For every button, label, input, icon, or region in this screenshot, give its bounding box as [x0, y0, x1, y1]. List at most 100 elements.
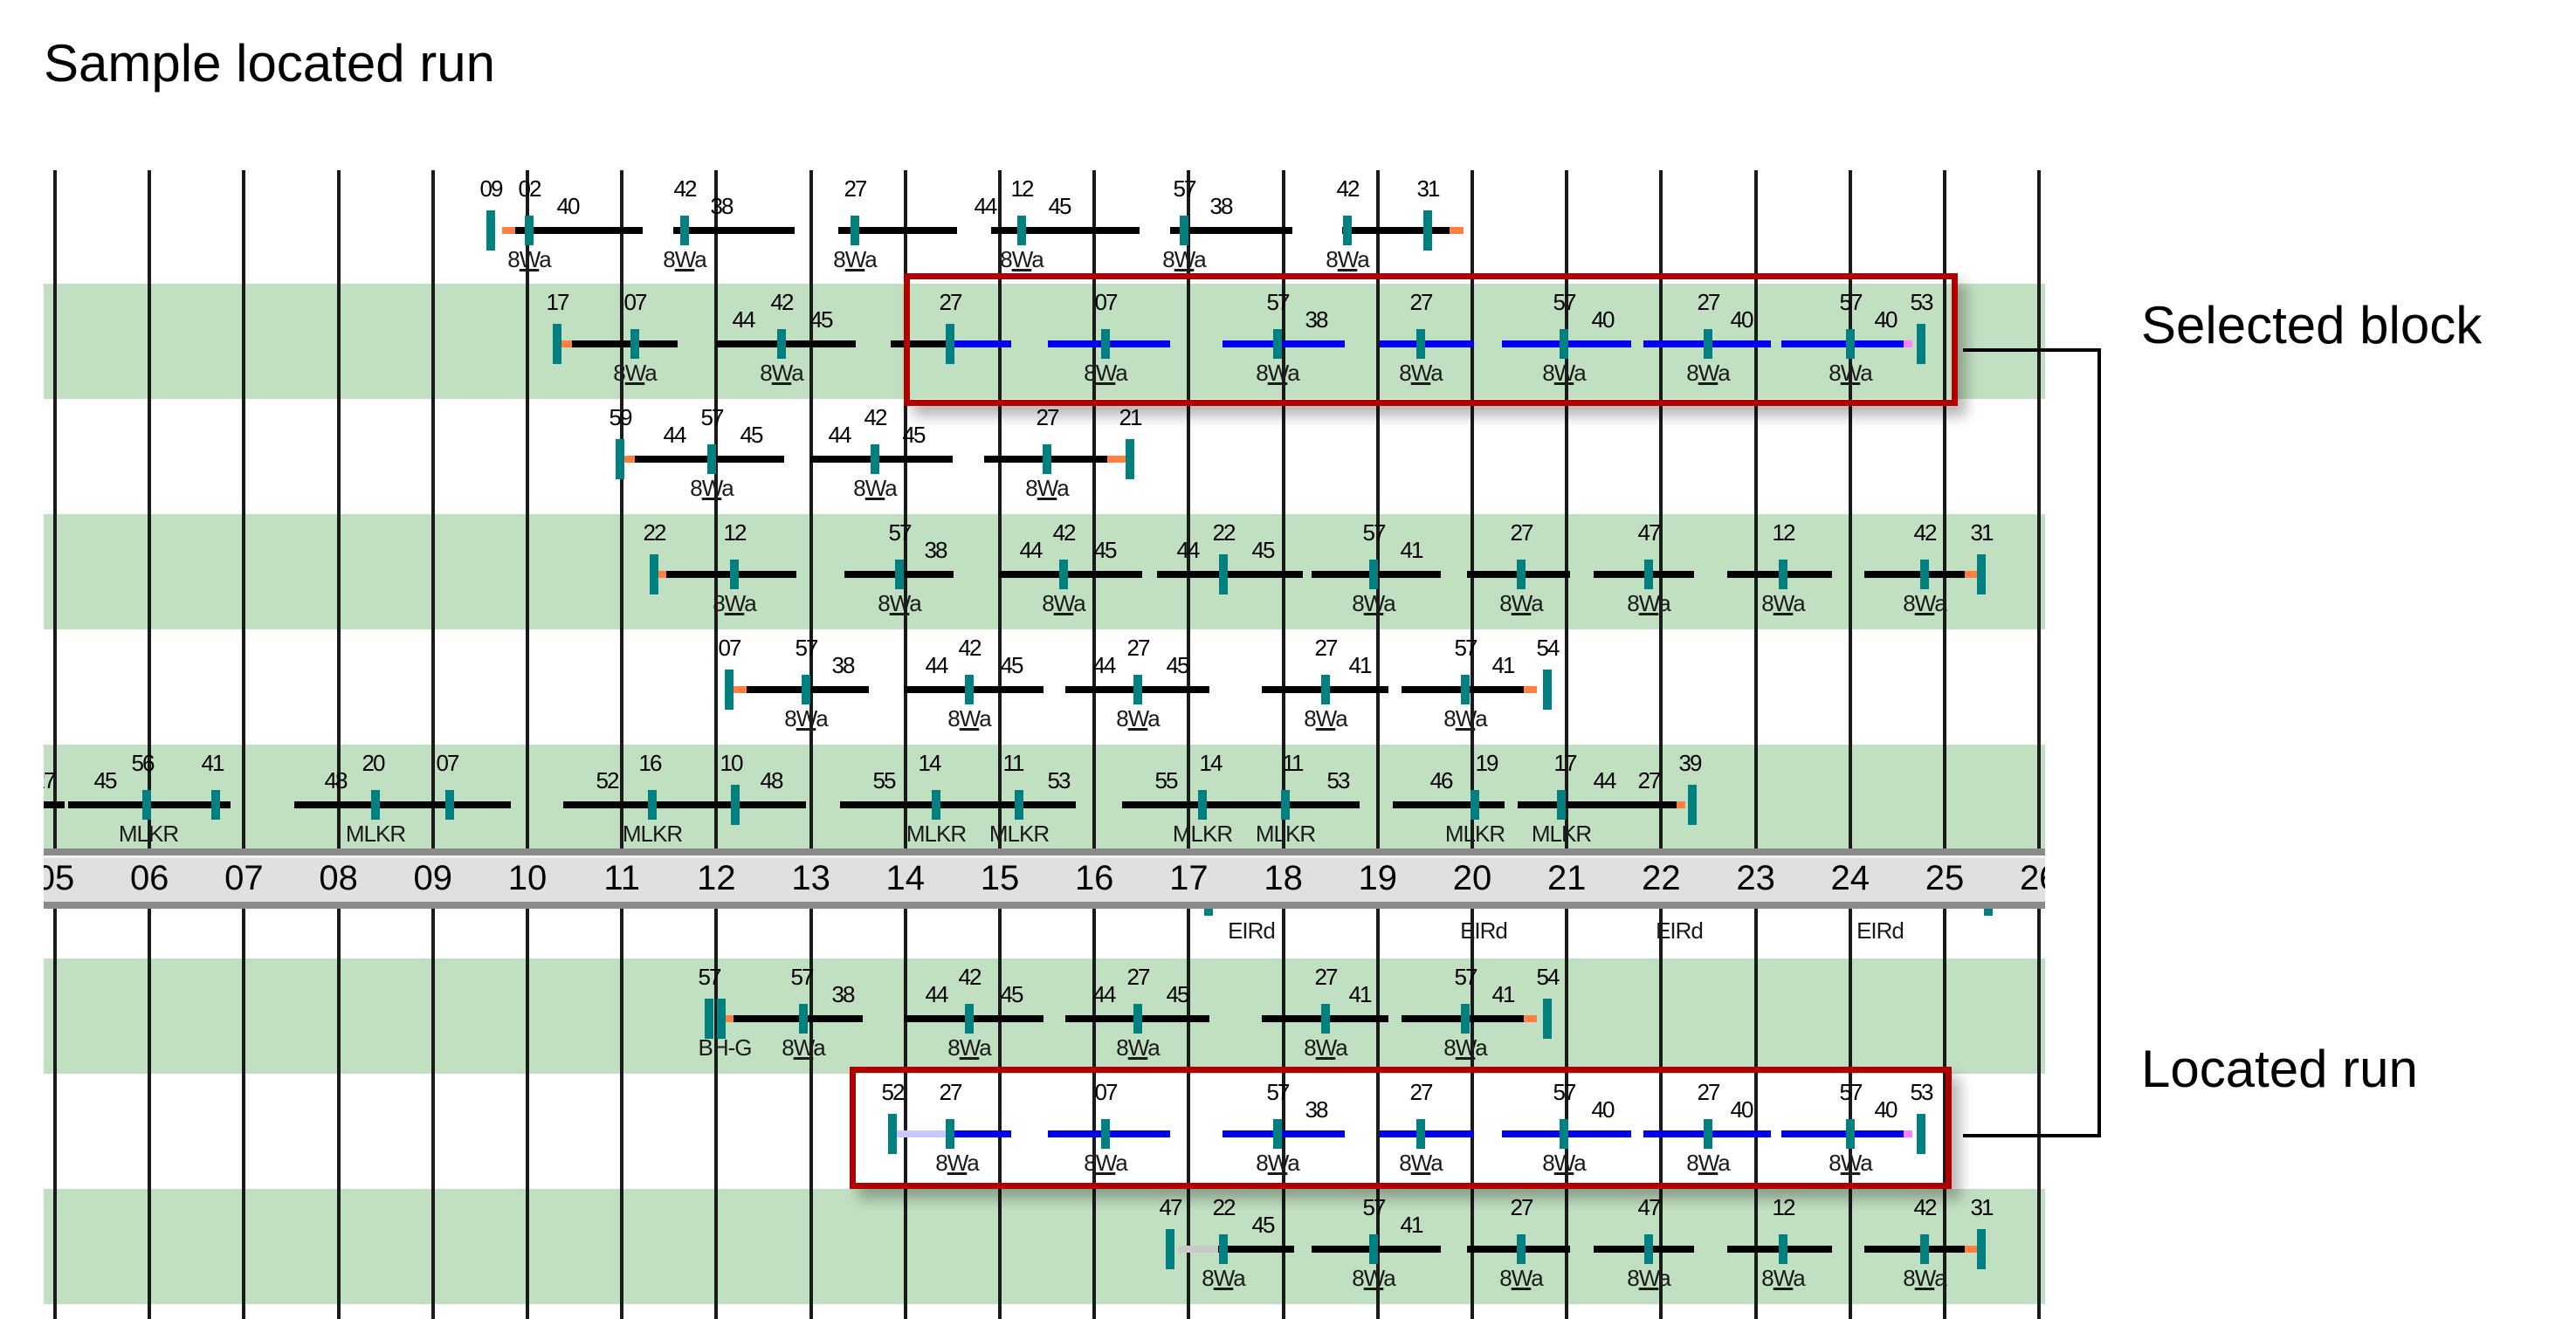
train-path-segment[interactable] [734, 686, 747, 693]
stop-marker[interactable] [1043, 444, 1051, 474]
terminal-marker[interactable] [616, 439, 624, 479]
train-path-segment[interactable] [673, 227, 795, 234]
stop-marker[interactable] [1517, 560, 1526, 589]
train-path-segment[interactable] [1380, 1130, 1474, 1137]
train-path-segment[interactable] [734, 1015, 863, 1022]
terminal-marker[interactable] [946, 324, 954, 364]
located-run-box[interactable] [850, 1067, 1952, 1189]
stop-marker[interactable] [445, 790, 454, 820]
terminal-marker[interactable] [1166, 1229, 1174, 1269]
train-path-segment[interactable] [1864, 571, 1965, 578]
train-path-segment[interactable] [840, 801, 1076, 808]
stop-marker[interactable] [1180, 216, 1188, 245]
stop-marker[interactable] [1644, 1234, 1653, 1264]
train-path-segment[interactable] [1677, 801, 1685, 808]
stop-marker[interactable] [1557, 790, 1566, 820]
train-path-segment[interactable] [716, 340, 856, 347]
train-path-segment[interactable] [44, 801, 65, 808]
terminal-marker[interactable] [1977, 554, 1986, 594]
stop-marker[interactable] [799, 1004, 808, 1034]
stop-marker[interactable] [1704, 329, 1712, 359]
train-path-segment[interactable] [559, 340, 572, 347]
train-path-segment[interactable] [891, 340, 950, 347]
terminal-marker[interactable] [1219, 554, 1228, 594]
stop-marker[interactable] [1133, 1004, 1142, 1034]
stop-marker[interactable] [1017, 216, 1026, 245]
stop-marker[interactable] [525, 216, 534, 245]
terminal-marker[interactable] [888, 1114, 897, 1154]
stop-marker[interactable] [1321, 675, 1330, 704]
stop-marker[interactable] [1369, 1234, 1378, 1264]
train-path-segment[interactable] [1965, 571, 1978, 578]
train-path-segment[interactable] [502, 227, 515, 234]
train-path-segment[interactable] [1594, 1246, 1694, 1253]
terminal-marker[interactable] [1917, 324, 1925, 364]
train-path-segment[interactable] [1594, 571, 1694, 578]
train-path-segment[interactable] [950, 1130, 1011, 1137]
terminal-marker[interactable] [705, 999, 713, 1039]
stop-marker[interactable] [1015, 790, 1023, 820]
train-path-segment[interactable] [1179, 1246, 1218, 1253]
train-path-segment[interactable] [838, 227, 957, 234]
train-path-segment[interactable] [655, 571, 666, 578]
train-path-segment[interactable] [1965, 1246, 1978, 1253]
terminal-marker[interactable] [553, 324, 561, 364]
terminal-marker[interactable] [1688, 785, 1697, 825]
stop-marker[interactable] [802, 675, 810, 704]
stop-marker[interactable] [1461, 1004, 1470, 1034]
train-path-segment[interactable] [991, 227, 1140, 234]
terminal-marker[interactable] [731, 785, 740, 825]
stop-marker[interactable] [871, 444, 879, 474]
train-path-segment[interactable] [895, 1130, 950, 1137]
stop-marker[interactable] [1101, 329, 1110, 359]
train-path-segment[interactable] [904, 686, 1043, 693]
stop-marker[interactable] [1461, 675, 1470, 704]
stop-marker[interactable] [1059, 560, 1068, 589]
terminal-marker[interactable] [725, 670, 734, 710]
stop-marker[interactable] [965, 675, 974, 704]
train-path-segment[interactable] [1524, 1015, 1537, 1022]
train-path-segment[interactable] [1518, 801, 1677, 808]
stop-marker[interactable] [1416, 1119, 1425, 1149]
train-path-segment[interactable] [563, 801, 806, 808]
stop-marker[interactable] [707, 444, 716, 474]
train-path-segment[interactable] [1380, 340, 1474, 347]
stop-marker[interactable] [1920, 1234, 1929, 1264]
stop-marker[interactable] [1704, 1119, 1712, 1149]
train-path-segment[interactable] [515, 227, 643, 234]
stop-marker[interactable] [1471, 790, 1479, 820]
train-path-segment[interactable] [1170, 227, 1292, 234]
terminal-marker[interactable] [1543, 670, 1552, 710]
stop-marker[interactable] [1133, 675, 1142, 704]
stop-marker[interactable] [1281, 790, 1290, 820]
stop-marker[interactable] [1920, 560, 1929, 589]
terminal-marker[interactable] [650, 554, 658, 594]
stop-marker[interactable] [730, 560, 739, 589]
stop-marker[interactable] [1273, 1119, 1282, 1149]
train-path-segment[interactable] [1864, 1246, 1965, 1253]
train-path-segment[interactable] [810, 456, 953, 463]
train-path-segment[interactable] [723, 1015, 734, 1022]
stop-marker[interactable] [1560, 1119, 1568, 1149]
terminal-marker[interactable] [1126, 439, 1134, 479]
stop-marker[interactable] [1369, 560, 1378, 589]
train-path-segment[interactable] [1904, 1130, 1912, 1137]
terminal-marker[interactable] [1543, 999, 1552, 1039]
train-path-segment[interactable] [294, 801, 511, 808]
train-path-segment[interactable] [1107, 456, 1126, 463]
stop-marker[interactable] [1846, 1119, 1855, 1149]
train-path-segment[interactable] [950, 340, 1011, 347]
stop-marker[interactable] [680, 216, 689, 245]
train-path-segment[interactable] [1342, 227, 1450, 234]
stop-marker[interactable] [211, 790, 220, 820]
train-path-segment[interactable] [622, 456, 635, 463]
terminal-marker[interactable] [717, 999, 726, 1039]
stop-marker[interactable] [1846, 329, 1855, 359]
selected-block-box[interactable] [904, 273, 1958, 406]
train-path-segment[interactable] [1781, 1130, 1904, 1137]
timeline-chart[interactable]: 05 06 07 08 09 10 11 12 13 14 15 16 17 18 19 20 21 22 23 24… [44, 170, 2045, 1319]
terminal-marker[interactable] [1423, 210, 1432, 251]
stop-marker[interactable] [1560, 329, 1568, 359]
terminal-marker[interactable] [1977, 1229, 1986, 1269]
stop-marker[interactable] [1416, 329, 1425, 359]
